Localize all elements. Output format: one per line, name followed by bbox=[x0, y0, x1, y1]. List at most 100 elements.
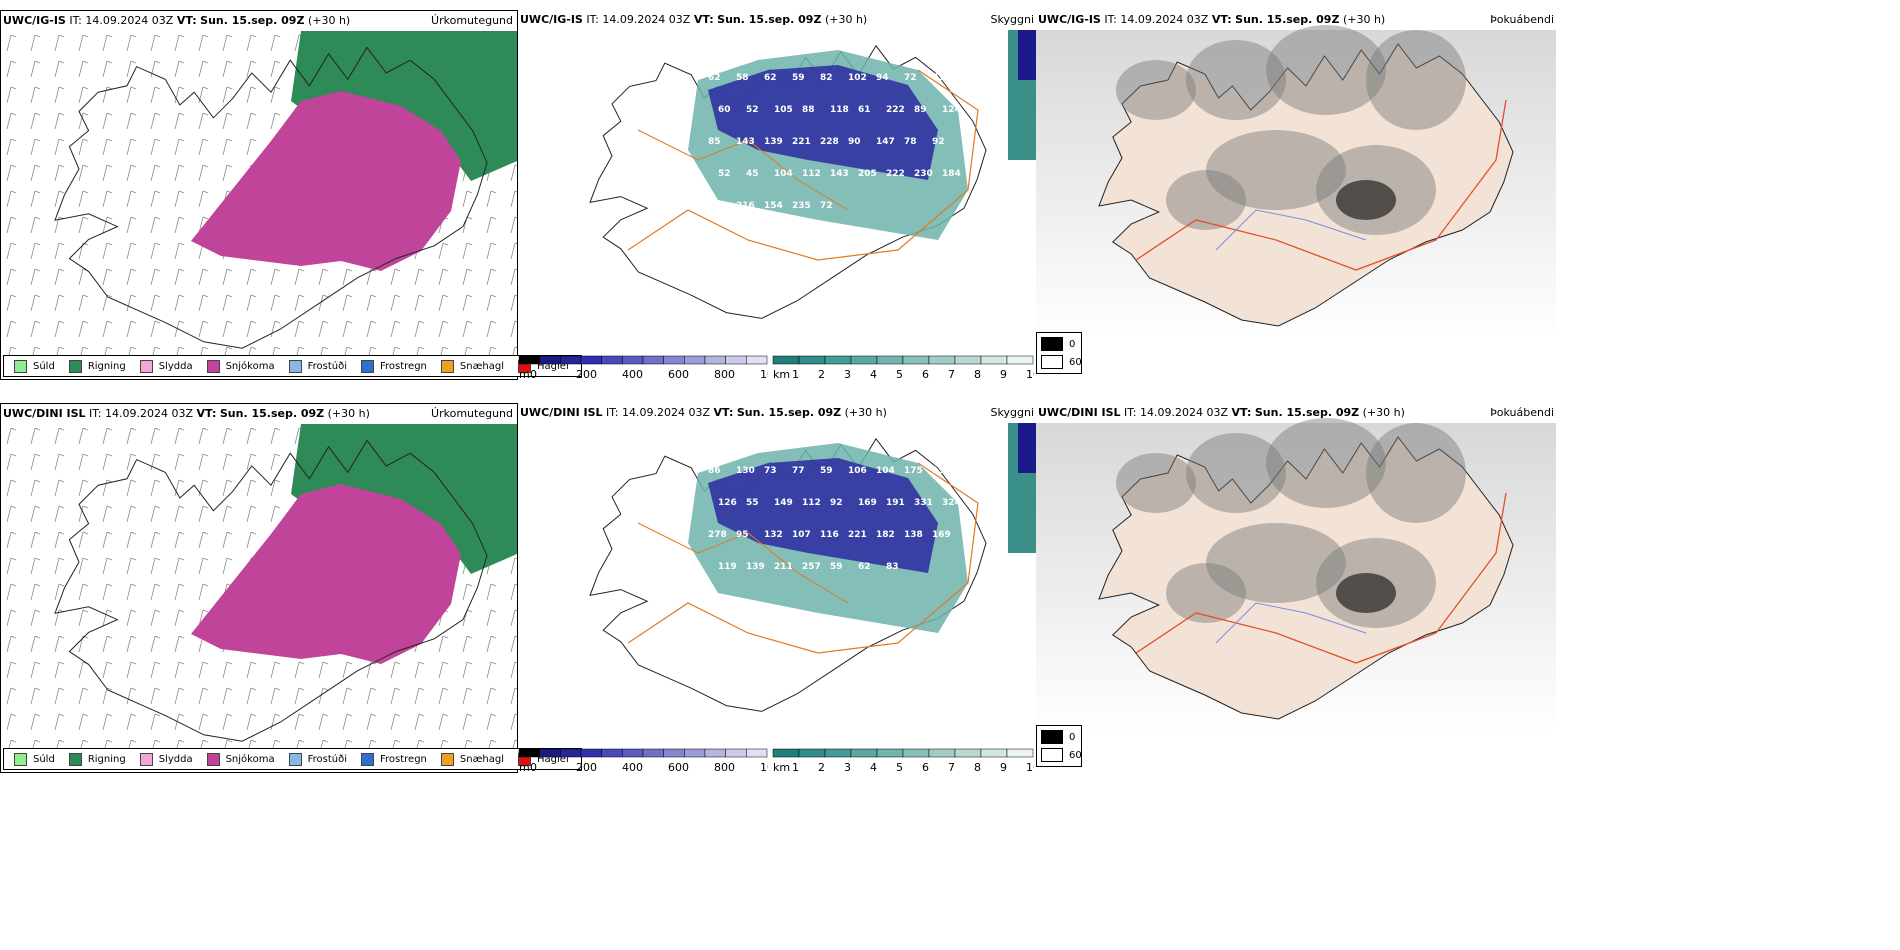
cloud-base-tick: 600 bbox=[668, 761, 689, 774]
lead-time: (+30 h) bbox=[1342, 13, 1386, 26]
init-time: 14.09.2024 03Z bbox=[105, 407, 194, 420]
precip-type-legend: Súld Rigning Slydda Snjókoma Frostúði Frostre… bbox=[3, 748, 582, 770]
visibility-tick: 9 bbox=[1000, 761, 1007, 774]
panel-title-fog-index: Þokuábendi bbox=[1490, 13, 1554, 26]
lead-time: (+30 h) bbox=[824, 13, 868, 26]
lead-time: (+30 h) bbox=[844, 406, 887, 419]
cloud-base-label: 112 bbox=[802, 498, 821, 508]
visibility-tick: 10 bbox=[1026, 761, 1034, 774]
legend-label: Frostregn bbox=[380, 360, 427, 372]
panel-title-visibility: Skyggni bbox=[990, 13, 1034, 26]
visibility-tick: 7 bbox=[948, 761, 955, 774]
cloud-base-label: 102 bbox=[848, 73, 867, 83]
cloud-base-label: 124 bbox=[942, 105, 961, 115]
fog-legend-swatch bbox=[1041, 355, 1063, 369]
legend-label: Slydda bbox=[158, 360, 193, 372]
forecast-header: UWC/IG-IS IT: 14.09.2024 03Z VT: Sun. 15… bbox=[1038, 13, 1385, 26]
cloud-base-label: 222 bbox=[886, 105, 905, 115]
forecast-header: UWC/DINI ISL IT: 14.09.2024 03Z VT: Sun.… bbox=[520, 406, 887, 419]
cloud-base-label: 62 bbox=[708, 73, 721, 83]
init-label: IT: bbox=[586, 13, 599, 26]
fog-legend-swatch bbox=[1041, 748, 1063, 762]
lead-time: (+30 h) bbox=[307, 14, 351, 27]
cloud-base-label: 45 bbox=[746, 169, 759, 179]
valid-time: Sun. 15.sep. 09Z bbox=[1254, 406, 1360, 419]
valid-label: VT: bbox=[713, 406, 734, 419]
visibility-tick: 5 bbox=[896, 761, 903, 774]
legend-label: Rigning bbox=[87, 753, 126, 765]
visibility-tick: 2 bbox=[818, 368, 825, 381]
legend-swatch bbox=[361, 752, 374, 766]
cloud-base-label: 138 bbox=[904, 530, 923, 540]
legend-swatch bbox=[288, 359, 302, 373]
cloud-base-label: 83 bbox=[886, 562, 899, 572]
legend-swatch bbox=[139, 359, 153, 373]
fog-legend-label: 60 bbox=[1069, 356, 1082, 368]
cloud-base-label: 71 bbox=[932, 73, 945, 83]
valid-time: Sun. 15.sep. 09Z bbox=[1235, 13, 1340, 26]
cloud-base-unit: m bbox=[519, 368, 530, 381]
fog-index-legend: 0 60 bbox=[1036, 332, 1082, 374]
visibility-tick: 2 bbox=[818, 761, 825, 774]
cloud-base-label: 89 bbox=[914, 105, 927, 115]
cloud-base-label: 257 bbox=[802, 562, 821, 572]
panel-title-fog-index: Þokuábendi bbox=[1490, 406, 1554, 419]
cloud-base-label: 205 bbox=[858, 169, 877, 179]
cloud-base-label: 139 bbox=[746, 562, 765, 572]
cloud-base-label: 88 bbox=[802, 105, 815, 115]
visibility-tick: 5 bbox=[896, 368, 903, 381]
legend-swatch bbox=[206, 752, 220, 766]
cloud-base-label: 216 bbox=[736, 201, 755, 211]
forecast-header: UWC/DINI ISL IT: 14.09.2024 03Z VT: Sun.… bbox=[1038, 406, 1405, 419]
init-label: IT: bbox=[606, 406, 619, 419]
legend-label: Haglél bbox=[537, 753, 569, 765]
init-label: IT: bbox=[69, 14, 82, 27]
init-time: 14.09.2024 03Z bbox=[1120, 13, 1209, 26]
legend-label: Snjókoma bbox=[225, 360, 275, 372]
cloud-base-label: 104 bbox=[774, 169, 793, 179]
legend-swatch bbox=[206, 359, 220, 373]
cloud-base-label: 105 bbox=[774, 105, 793, 115]
legend-swatch bbox=[14, 752, 27, 766]
legend-label: Haglél bbox=[537, 360, 569, 372]
valid-time: Sun. 15.sep. 09Z bbox=[736, 406, 842, 419]
visibility-tick: 1 bbox=[792, 368, 799, 381]
cloud-base-label: 182 bbox=[876, 530, 895, 540]
cloud-base-label: 62 bbox=[858, 562, 871, 572]
visibility-tick: 3 bbox=[844, 368, 851, 381]
init-label: IT: bbox=[1124, 406, 1137, 419]
cloud-base-label: 119 bbox=[718, 562, 737, 572]
valid-label: VT: bbox=[1211, 13, 1232, 26]
visibility-tick: 6 bbox=[922, 368, 929, 381]
forecast-header: UWC/IG-IS IT: 14.09.2024 03Z VT: Sun. 15… bbox=[3, 14, 350, 27]
visibility-tick: 4 bbox=[870, 368, 877, 381]
cloud-base-label: 90 bbox=[848, 137, 861, 147]
row-dini-visibility-map: 86 130 73 77 59 106 104 175 155 126 55 149 112 92 169 1… bbox=[589, 423, 1036, 712]
legend-label: Snæhagl bbox=[459, 360, 505, 372]
cloud-base-label: 58 bbox=[736, 73, 749, 83]
legend-swatch bbox=[139, 752, 153, 766]
legend-label: Frostúði bbox=[307, 360, 347, 372]
valid-time: Sun. 15.sep. 09Z bbox=[219, 407, 325, 420]
cloud-base-tick: 1000 bbox=[760, 368, 768, 381]
visibility-tick: 3 bbox=[844, 761, 851, 774]
valid-time: Sun. 15.sep. 09Z bbox=[717, 13, 822, 26]
legend-swatch bbox=[440, 359, 454, 373]
visibility-tick: 8 bbox=[974, 761, 981, 774]
cloud-base-label: 324 bbox=[942, 498, 961, 508]
cloud-base-label: 107 bbox=[792, 530, 811, 540]
cloud-base-label: 52 bbox=[718, 169, 731, 179]
precip-type-legend: Súld Rigning Slydda Snjókoma Frostúði Frostre… bbox=[3, 355, 582, 377]
cloud-base-tick: 800 bbox=[714, 761, 735, 774]
cloud-base-label: 169 bbox=[858, 498, 877, 508]
cloud-base-label: 92 bbox=[932, 137, 945, 147]
cloud-base-tick: 1000 bbox=[760, 761, 768, 774]
cloud-base-label: 92 bbox=[830, 498, 843, 508]
panel-title-visibility: Skyggni bbox=[990, 406, 1034, 419]
row-ig-precip-map bbox=[6, 31, 517, 364]
cloud-base-label: 235 bbox=[792, 201, 811, 211]
cloud-base-label: 55 bbox=[746, 498, 759, 508]
row-dini-precip-panel: UWC/DINI ISL IT: 14.09.2024 03Z VT: Sun.… bbox=[0, 403, 582, 773]
legend-label: Rigning bbox=[87, 360, 126, 372]
cloud-base-tick: 800 bbox=[714, 368, 735, 381]
